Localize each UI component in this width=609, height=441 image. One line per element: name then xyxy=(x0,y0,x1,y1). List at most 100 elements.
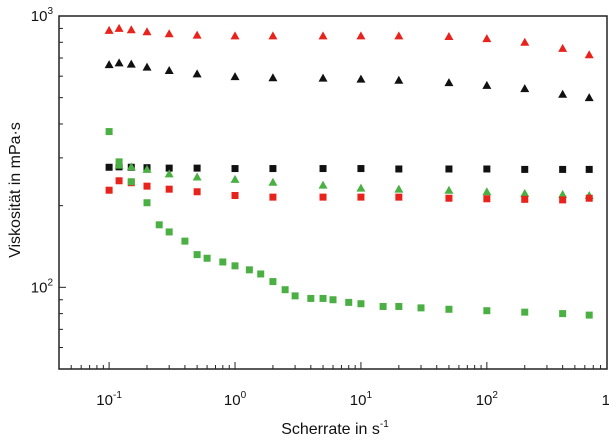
data-point-square xyxy=(307,294,315,302)
data-point-triangle xyxy=(394,31,404,40)
data-point-square xyxy=(127,178,135,186)
data-point-square xyxy=(269,193,277,201)
data-point-triangle xyxy=(558,189,568,198)
data-point-triangle xyxy=(126,59,136,68)
data-point-triangle xyxy=(142,164,152,173)
data-point-square xyxy=(521,165,529,173)
data-point-square xyxy=(181,237,189,245)
x-axis-title: Scherrate in s-1 xyxy=(281,419,389,438)
series-5 xyxy=(105,177,593,204)
data-point-square xyxy=(483,165,491,173)
data-point-square xyxy=(585,165,593,173)
data-point-square xyxy=(559,165,567,173)
data-point-square xyxy=(231,191,239,199)
series-3 xyxy=(105,163,593,173)
series-1 xyxy=(104,23,594,59)
data-point-triangle xyxy=(444,78,454,87)
data-point-square xyxy=(257,270,265,278)
data-point-square xyxy=(357,165,365,173)
data-point-square xyxy=(585,311,593,319)
data-point-square xyxy=(105,186,113,194)
data-point-triangle xyxy=(192,172,202,181)
data-point-square xyxy=(143,182,151,190)
data-point-square xyxy=(269,165,277,173)
series-6 xyxy=(105,128,593,319)
data-point-square xyxy=(585,194,593,202)
x-tick-label: 103 xyxy=(602,390,609,409)
y-axis-title: Viskosität in mPa·s xyxy=(7,122,24,258)
data-point-triangle xyxy=(268,31,278,40)
series-2 xyxy=(104,58,594,102)
data-point-triangle xyxy=(114,58,124,67)
data-point-triangle xyxy=(164,29,174,38)
data-point-triangle xyxy=(126,162,136,171)
data-point-square xyxy=(165,185,173,193)
data-point-square xyxy=(445,305,453,313)
data-marks xyxy=(104,23,594,319)
data-point-square xyxy=(357,300,365,308)
data-point-square xyxy=(395,193,403,201)
data-point-triangle xyxy=(318,73,328,82)
data-point-square xyxy=(193,164,201,172)
y-tick-label: 103 xyxy=(31,6,54,25)
data-point-triangle xyxy=(482,80,492,89)
data-point-triangle xyxy=(230,31,240,40)
data-point-square xyxy=(445,194,453,202)
data-point-triangle xyxy=(394,184,404,193)
data-point-square xyxy=(269,278,277,286)
data-point-triangle xyxy=(164,65,174,74)
data-point-triangle xyxy=(192,69,202,78)
data-point-triangle xyxy=(520,37,530,46)
data-point-square xyxy=(231,165,239,173)
data-point-triangle xyxy=(444,185,454,194)
x-tick-label: 100 xyxy=(224,390,247,409)
data-point-square xyxy=(203,254,211,262)
data-point-square xyxy=(521,195,529,203)
x-tick-label: 102 xyxy=(476,390,499,409)
data-point-triangle xyxy=(142,62,152,71)
data-point-square xyxy=(219,258,227,266)
data-point-square xyxy=(319,165,327,173)
data-point-square xyxy=(559,196,567,204)
data-point-triangle xyxy=(520,84,530,93)
data-point-triangle xyxy=(482,187,492,196)
data-point-square xyxy=(193,188,201,196)
axis-ticks: 10-1 100 101 102 103 102 103 xyxy=(31,6,609,409)
data-point-square xyxy=(395,302,403,310)
data-point-square xyxy=(193,251,201,259)
data-point-triangle xyxy=(230,174,240,183)
data-point-square xyxy=(329,296,337,304)
data-point-triangle xyxy=(584,50,594,59)
data-point-triangle xyxy=(318,180,328,189)
x-tick-label: 10-1 xyxy=(96,390,122,409)
data-point-triangle xyxy=(558,89,568,98)
data-point-square xyxy=(245,266,253,274)
data-point-triangle xyxy=(114,23,124,32)
y-tick-label: 102 xyxy=(31,277,54,296)
data-point-triangle xyxy=(356,183,366,192)
data-point-square xyxy=(483,195,491,203)
data-point-square xyxy=(521,308,529,316)
data-point-triangle xyxy=(104,25,114,34)
data-point-triangle xyxy=(142,27,152,36)
data-point-square xyxy=(379,302,387,310)
data-point-square xyxy=(143,199,151,207)
data-point-square xyxy=(417,304,425,312)
data-point-square xyxy=(319,193,327,201)
data-point-triangle xyxy=(394,75,404,84)
data-point-triangle xyxy=(192,30,202,39)
data-point-square xyxy=(395,165,403,173)
data-point-triangle xyxy=(558,43,568,52)
data-point-square xyxy=(165,228,173,236)
data-point-triangle xyxy=(444,32,454,41)
data-point-square xyxy=(281,286,289,294)
data-point-triangle xyxy=(520,188,530,197)
data-point-square xyxy=(115,158,123,166)
data-point-triangle xyxy=(584,93,594,102)
data-point-square xyxy=(115,177,123,185)
data-point-square xyxy=(155,221,163,229)
data-point-square xyxy=(291,292,299,300)
data-point-square xyxy=(357,193,365,201)
data-point-square xyxy=(105,163,113,171)
